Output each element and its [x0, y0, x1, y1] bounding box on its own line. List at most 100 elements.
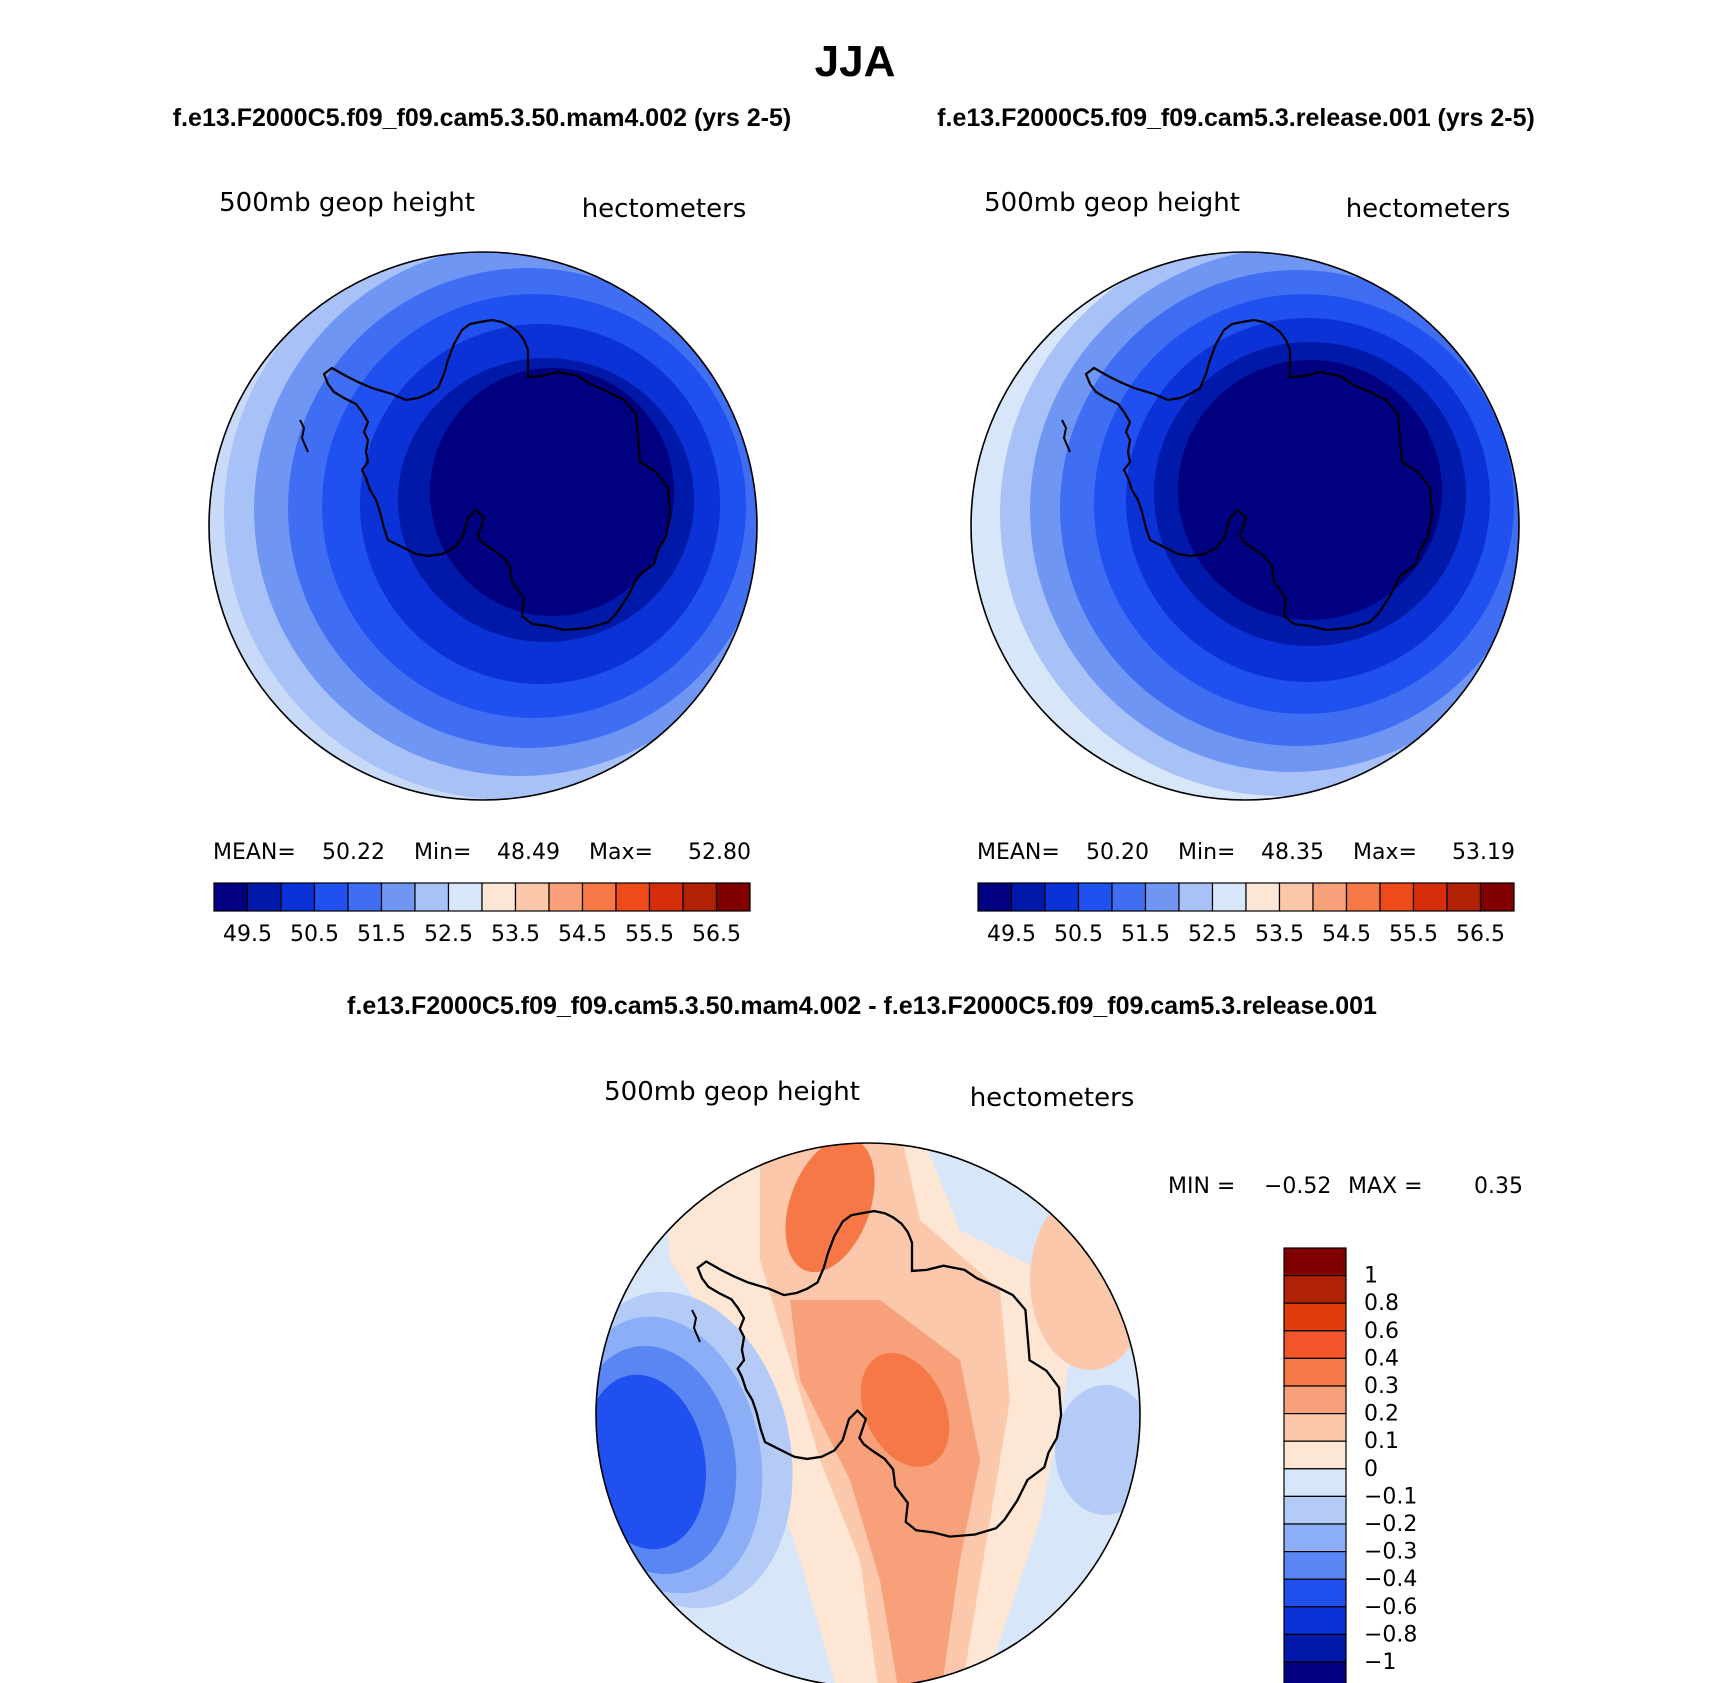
panel-b-colorbar-swatch — [1345, 882, 1381, 912]
panel-b-colorbar-swatch — [1111, 882, 1147, 912]
panel-b-colorbar-swatch — [1077, 882, 1113, 912]
panel-b-colorbar-swatch — [1379, 882, 1415, 912]
diff-colorbar-swatch — [1283, 1578, 1347, 1608]
diff-colorbar-label: 0.6 — [1364, 1319, 1399, 1344]
panel-b-colorbar-swatch — [1278, 882, 1314, 912]
diff-colorbar-swatch — [1283, 1247, 1347, 1277]
panel-b-colorbar-label: 50.5 — [1054, 922, 1103, 947]
panel-a-units: hectometers — [582, 194, 747, 224]
panel-a-colorbar-swatch — [615, 882, 651, 912]
panel-a-colorbar-swatch — [447, 882, 483, 912]
panel-b-globe-border — [970, 251, 1520, 801]
panel-b-colorbar-swatch — [1144, 882, 1180, 912]
diff-colorbar-label: −0.8 — [1364, 1622, 1417, 1647]
panel-a-colorbar-swatch — [313, 882, 349, 912]
diff-colorbar-swatch — [1283, 1550, 1347, 1580]
panel-b-max-value: 53.19 — [1452, 840, 1515, 865]
panel-a-min-label: Min= — [414, 840, 471, 865]
panel-a-max-label: Max= — [589, 840, 653, 865]
diff-colorbar-swatch — [1283, 1302, 1347, 1332]
panel-a-colorbar-swatch — [347, 882, 383, 912]
panel-a-island-outline — [299, 419, 309, 453]
diff-colorbar-swatch — [1283, 1412, 1347, 1442]
panel-b-min-label: Min= — [1178, 840, 1235, 865]
panel-b-colorbar-swatch — [1412, 882, 1448, 912]
panel-a-colorbar-swatch — [481, 882, 517, 912]
panel-b-colorbar-label: 52.5 — [1188, 922, 1237, 947]
diff-colorbar-label: −0.2 — [1364, 1512, 1417, 1537]
panel-a-colorbar-label: 53.5 — [491, 922, 540, 947]
panel-a-colorbar-swatch — [414, 882, 450, 912]
diff-colorbar-label: 0.3 — [1364, 1374, 1399, 1399]
panel-b-colorbar-label: 56.5 — [1456, 922, 1505, 947]
panel-a-colorbar-label: 50.5 — [290, 922, 339, 947]
diff-colorbar-swatch — [1283, 1661, 1347, 1683]
main-title: JJA — [815, 37, 896, 86]
diff-colorbar-label: 0.8 — [1364, 1291, 1399, 1316]
diff-map — [596, 1143, 1140, 1683]
panel-a-colorbar-swatch — [280, 882, 316, 912]
diff-field-positive-max-b — [860, 1353, 950, 1467]
panel-a-max-value: 52.80 — [688, 840, 751, 865]
panel-b-mean-value: 50.20 — [1086, 840, 1149, 865]
diff-variable: 500mb geop height — [604, 1077, 860, 1107]
panel-a-colorbar-swatch — [682, 882, 718, 912]
diff-colorbar-swatch — [1283, 1274, 1347, 1304]
panel-b-colorbar-swatch — [1178, 882, 1214, 912]
panel-b-case-title: f.e13.F2000C5.f09_f09.cam5.3.release.001… — [937, 104, 1535, 132]
diff-colorbar-swatch — [1283, 1468, 1347, 1498]
panel-a-mean-label: MEAN= — [213, 840, 296, 865]
diff-colorbar-label: −0.3 — [1364, 1540, 1417, 1565]
panel-b-colorbar-label: 49.5 — [987, 922, 1036, 947]
diff-colorbar-label: 0.2 — [1364, 1402, 1399, 1427]
panel-a-variable: 500mb geop height — [219, 188, 475, 218]
panel-b-units: hectometers — [1346, 194, 1511, 224]
diff-island-outline — [691, 1309, 701, 1343]
panel-b-colorbar-label: 51.5 — [1121, 922, 1170, 947]
diff-colorbar-swatch — [1283, 1357, 1347, 1387]
diff-colorbar-label: 0.4 — [1364, 1346, 1399, 1371]
diff-colorbar-swatch — [1283, 1633, 1347, 1663]
panel-b-field-level-8 — [1178, 360, 1442, 620]
diff-colorbar-label: 1 — [1364, 1264, 1378, 1289]
diff-colorbar-swatch — [1283, 1523, 1347, 1553]
panel-a: 500mb geop height hectometers MEAN= 50.2… — [208, 188, 758, 947]
panel-b: 500mb geop height hectometers MEAN= 50.2… — [970, 188, 1520, 947]
diff-globe-border — [595, 1142, 1141, 1683]
panel-b-colorbar-swatch — [1044, 882, 1080, 912]
panel-b-map — [971, 252, 1519, 800]
diff-colorbar-label: 0 — [1364, 1457, 1378, 1482]
panel-b-colorbar-swatch — [1245, 882, 1281, 912]
panel-b-colorbar-label: 55.5 — [1389, 922, 1438, 947]
diff-min-value: −0.52 — [1264, 1174, 1331, 1199]
panel-a-globe-border — [208, 251, 758, 801]
panel-b-min-value: 48.35 — [1261, 840, 1324, 865]
diff-colorbar-label: −0.4 — [1364, 1567, 1417, 1592]
panel-b-colorbar-swatch — [1479, 882, 1515, 912]
panel-a-colorbar-swatch — [648, 882, 684, 912]
panel-b-colorbar-swatch — [1010, 882, 1046, 912]
diff-field-east-positive — [1030, 1190, 1140, 1370]
diff-field-negative-min — [596, 1374, 707, 1550]
panel-b-variable: 500mb geop height — [984, 188, 1240, 218]
panel-a-case-title: f.e13.F2000C5.f09_f09.cam5.3.50.mam4.002… — [173, 104, 791, 132]
panel-b-max-label: Max= — [1353, 840, 1417, 865]
panel-a-colorbar-swatch — [380, 882, 416, 912]
diff-max-value: 0.35 — [1474, 1174, 1523, 1199]
diff-units: hectometers — [970, 1083, 1135, 1113]
diff-colorbar-label: 0.1 — [1364, 1429, 1399, 1454]
panel-a-colorbar-swatch — [581, 882, 617, 912]
diff-colorbar-swatch — [1283, 1440, 1347, 1470]
panel-b-colorbar-swatch — [1446, 882, 1482, 912]
panel-a-mean-value: 50.22 — [322, 840, 385, 865]
diff-field-east-negative — [1055, 1385, 1140, 1515]
diff-colorbar-label: −0.1 — [1364, 1484, 1417, 1509]
panel-a-colorbar-label: 56.5 — [692, 922, 741, 947]
diff-max-label: MAX = — [1348, 1174, 1423, 1199]
diff-panel: f.e13.F2000C5.f09_f09.cam5.3.50.mam4.002… — [347, 992, 1523, 1683]
panel-a-colorbar-swatch — [213, 882, 249, 912]
panel-a-colorbar-label: 54.5 — [558, 922, 607, 947]
panel-a-colorbar-label: 49.5 — [223, 922, 272, 947]
panel-b-island-outline — [1061, 419, 1071, 453]
diff-field-positive-max-a — [785, 1143, 875, 1273]
